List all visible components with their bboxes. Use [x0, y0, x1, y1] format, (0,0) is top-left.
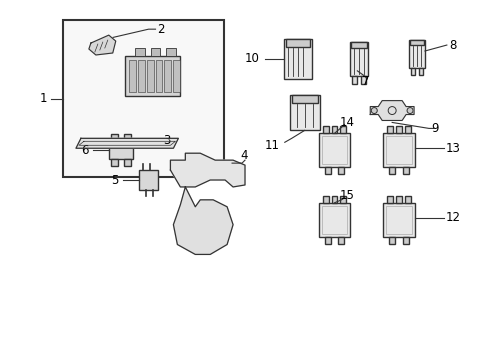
Text: 9: 9 — [431, 122, 439, 135]
Bar — [284, 39, 312, 79]
Bar — [361, 76, 367, 84]
Bar — [150, 48, 161, 56]
Bar — [339, 167, 344, 174]
Circle shape — [407, 108, 413, 113]
Bar — [403, 167, 409, 174]
Bar — [383, 133, 415, 167]
Bar — [321, 206, 347, 234]
Bar — [111, 159, 118, 166]
Bar — [322, 126, 328, 133]
Bar — [167, 48, 176, 56]
Bar — [129, 60, 136, 92]
Bar — [410, 40, 424, 45]
Bar — [173, 60, 180, 92]
Text: 8: 8 — [449, 39, 456, 51]
Bar — [341, 196, 346, 203]
Bar — [139, 170, 158, 190]
Circle shape — [371, 108, 377, 113]
Bar — [290, 95, 319, 130]
Bar — [403, 237, 409, 243]
Text: 6: 6 — [81, 144, 89, 157]
Text: 2: 2 — [157, 23, 165, 36]
Bar — [324, 167, 331, 174]
Bar — [135, 48, 145, 56]
Bar — [165, 60, 172, 92]
Text: 7: 7 — [362, 75, 370, 88]
Bar — [341, 126, 346, 133]
Text: 4: 4 — [240, 149, 247, 162]
Bar — [352, 76, 357, 84]
Text: 10: 10 — [245, 53, 260, 66]
Text: 11: 11 — [265, 139, 280, 152]
Bar — [387, 196, 393, 203]
Bar — [109, 141, 133, 159]
Polygon shape — [76, 138, 178, 148]
Bar — [405, 196, 411, 203]
Bar — [350, 42, 368, 76]
Text: 12: 12 — [446, 211, 461, 224]
Bar — [409, 40, 425, 68]
Text: 1: 1 — [40, 92, 47, 105]
Bar — [332, 196, 338, 203]
Bar — [147, 60, 153, 92]
Bar — [396, 126, 402, 133]
Bar — [286, 39, 310, 47]
Polygon shape — [370, 100, 414, 121]
Bar — [386, 206, 412, 234]
Bar — [386, 136, 412, 164]
Bar — [123, 159, 131, 166]
Bar — [387, 126, 393, 133]
Bar — [292, 95, 318, 103]
Text: 14: 14 — [340, 116, 354, 129]
Bar — [389, 167, 395, 174]
Bar — [123, 134, 131, 141]
Bar — [383, 203, 415, 237]
Polygon shape — [89, 35, 116, 55]
Bar — [124, 56, 180, 96]
Bar — [332, 126, 338, 133]
Bar — [411, 68, 415, 75]
Bar — [419, 68, 423, 75]
Bar — [396, 196, 402, 203]
Text: 13: 13 — [446, 142, 461, 155]
Bar — [155, 60, 163, 92]
Bar — [318, 133, 350, 167]
Text: 15: 15 — [340, 189, 354, 202]
Bar — [318, 203, 350, 237]
Bar — [351, 42, 368, 48]
Text: 5: 5 — [111, 174, 119, 186]
Bar — [138, 60, 145, 92]
Bar — [322, 196, 328, 203]
Polygon shape — [171, 153, 245, 187]
Bar — [321, 136, 347, 164]
Bar — [324, 237, 331, 243]
Bar — [405, 126, 411, 133]
Polygon shape — [173, 187, 233, 255]
Bar — [339, 237, 344, 243]
Bar — [389, 237, 395, 243]
Bar — [111, 134, 118, 141]
Text: 3: 3 — [164, 134, 171, 147]
Bar — [63, 20, 224, 177]
